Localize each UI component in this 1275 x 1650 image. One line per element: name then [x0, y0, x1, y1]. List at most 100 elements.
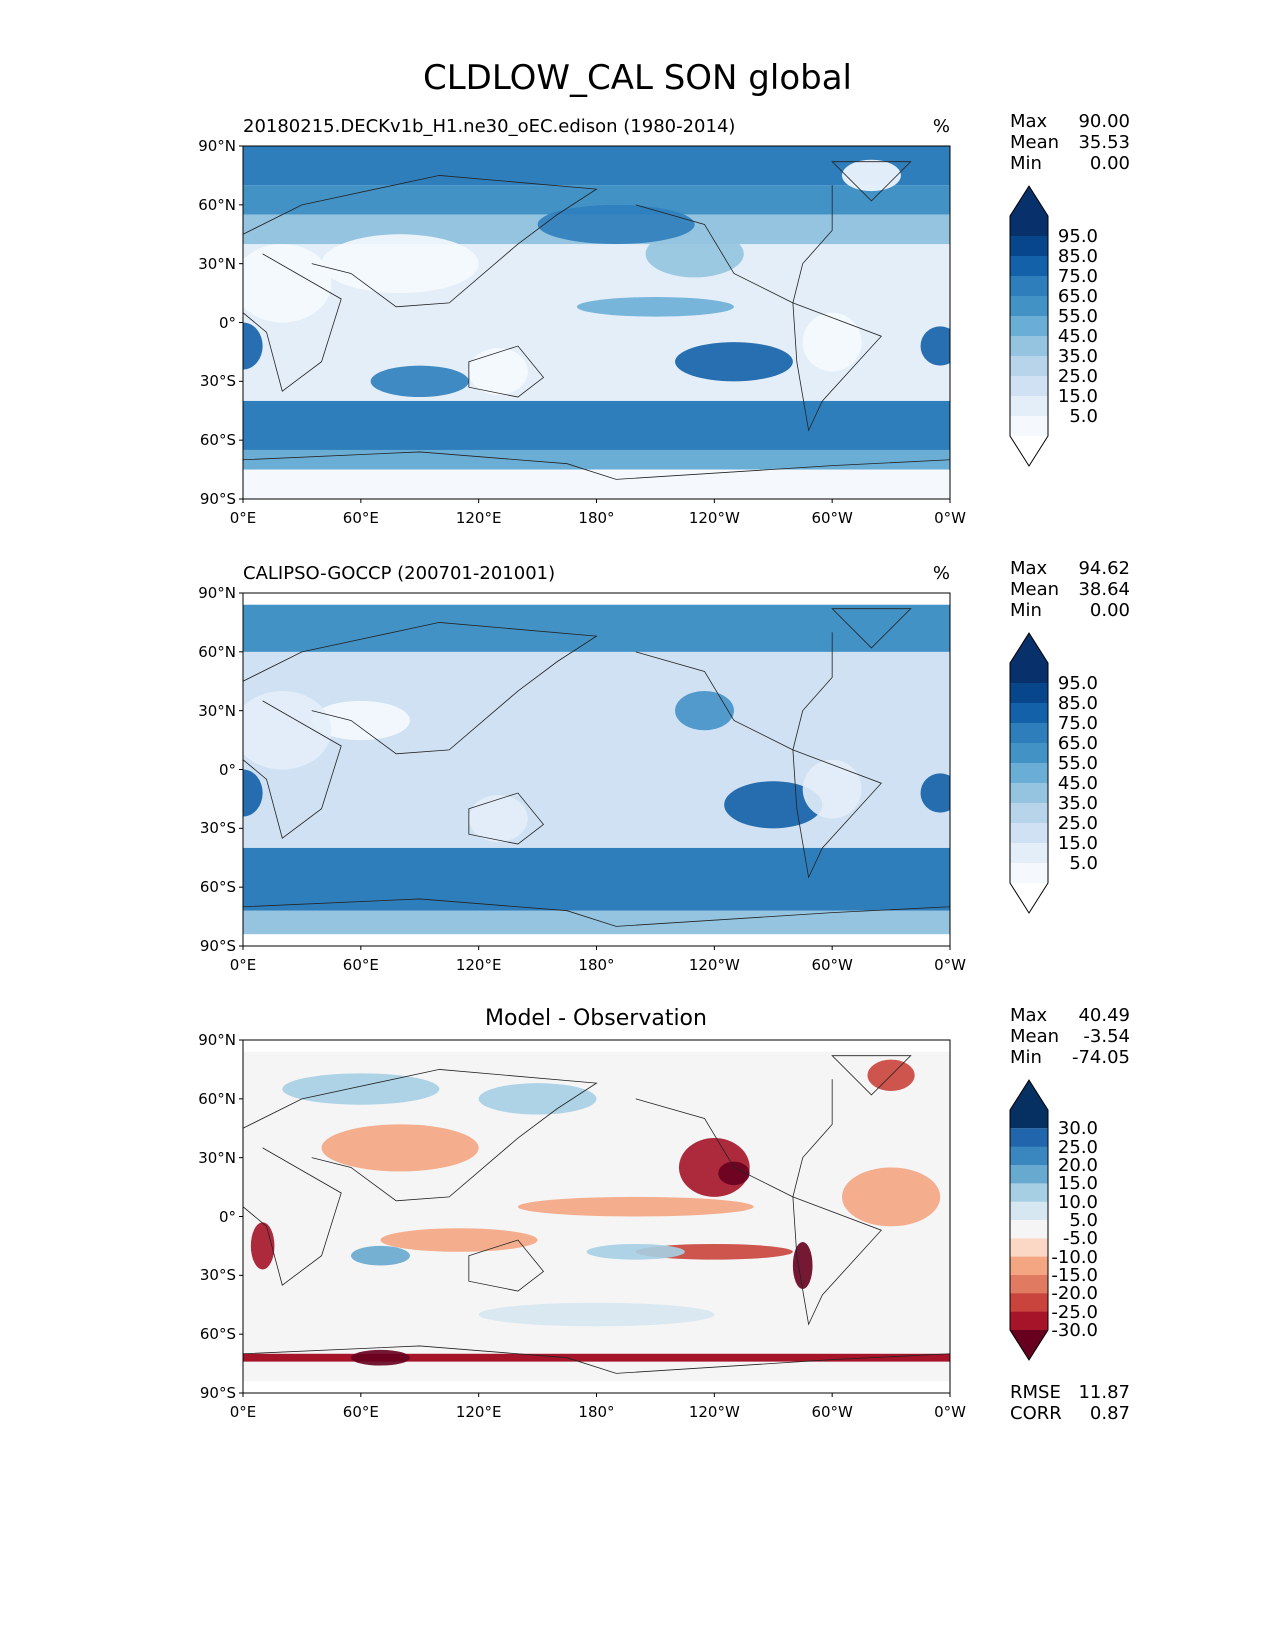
colorbar-tick-label: -15.0	[1051, 1265, 1098, 1286]
coastline	[635, 185, 833, 304]
colorbar-tick-label: 25.0	[1057, 366, 1098, 387]
lat-tick-label: 90°N	[198, 137, 236, 155]
colorbar-tick-label: 55.0	[1057, 753, 1098, 774]
lon-tick-label: 120°W	[688, 956, 740, 974]
colorbar-segment	[1010, 316, 1048, 337]
colorbar-tick-label: 75.0	[1057, 713, 1098, 734]
lat-tick-label: 90°S	[199, 1384, 236, 1402]
field-blob	[282, 1073, 440, 1105]
lon-tick-label: 120°E	[455, 509, 502, 527]
map-panel-3	[239, 1039, 1049, 1397]
rmse-label: RMSE	[1010, 1382, 1061, 1403]
panel-title: CALIPSO-GOCCP (200701-201001)	[243, 563, 556, 584]
corr-label: CORR	[1010, 1403, 1062, 1424]
lon-tick-label: 0°E	[229, 956, 257, 974]
lat-tick-label: 0°	[218, 760, 236, 779]
colorbar-extend-bottom	[1010, 436, 1048, 466]
colorbar-segment	[1010, 663, 1048, 683]
colorbar-segment	[1010, 783, 1048, 804]
field-blob	[468, 794, 528, 843]
lon-tick-label: 60°E	[342, 1403, 379, 1421]
stat-label: Min	[1010, 1047, 1042, 1068]
colorbar-tick-label: 95.0	[1057, 673, 1098, 694]
colorbar-segment	[1010, 1110, 1048, 1129]
colorbar-segment	[1010, 843, 1048, 864]
field-blob	[645, 230, 744, 278]
lon-tick-label: 120°W	[688, 1403, 740, 1421]
field-blob	[718, 1161, 750, 1186]
colorbar-segment	[1010, 1238, 1048, 1258]
field-band	[243, 604, 950, 652]
map-panel-1	[239, 145, 1049, 503]
lat-tick-label: 90°N	[198, 584, 236, 602]
colorbar-segment	[1010, 296, 1048, 317]
colorbar-segment	[1010, 1220, 1048, 1239]
map-panel-2	[239, 592, 1049, 950]
lon-tick-label: 180°	[578, 1403, 615, 1421]
lat-tick-label: 0°	[218, 313, 236, 332]
panel-title: 20180215.DECKv1b_H1.ne30_oEC.edison (198…	[243, 116, 736, 137]
colorbar-segment	[1010, 276, 1048, 297]
colorbar-tick-label: -5.0	[1062, 1228, 1098, 1250]
colorbar-segment	[1010, 1165, 1048, 1184]
colorbar-tick-label: 10.0	[1057, 1191, 1098, 1213]
map-field	[243, 146, 950, 499]
colorbar-segment	[1010, 256, 1048, 277]
lon-tick-label: 0°W	[934, 956, 966, 974]
colorbar-tick-label: 5.0	[1069, 1210, 1098, 1231]
colorbar-segment	[1010, 703, 1048, 724]
colorbar-extend-top	[1010, 633, 1048, 663]
colorbar-tick-label: -25.0	[1051, 1301, 1098, 1323]
lat-tick-label: 60°S	[199, 1325, 236, 1344]
coastline	[243, 1345, 950, 1374]
colorbar-tick-label: 75.0	[1057, 266, 1098, 287]
colorbar-tick-label: 85.0	[1057, 246, 1098, 267]
colorbar-tick-label: 45.0	[1057, 326, 1098, 347]
lat-tick-label: 30°S	[199, 1266, 236, 1285]
field-band	[243, 400, 950, 450]
colorbar-segment	[1010, 1293, 1048, 1313]
stat-value-mean: 38.64	[1078, 579, 1130, 600]
lat-tick-label: 60°S	[199, 431, 236, 450]
colorbar-segment	[1010, 863, 1048, 884]
lat-tick-label: 90°S	[199, 937, 236, 955]
coastline	[635, 1079, 833, 1198]
field-blob	[351, 1245, 410, 1266]
colorbar-segment	[1010, 1275, 1048, 1294]
stat-value-min: 0.00	[1089, 153, 1130, 174]
stat-label: Min	[1010, 600, 1042, 621]
colorbar-extend-bottom	[1010, 1330, 1048, 1360]
field-blob	[243, 691, 332, 770]
field-blob	[380, 1228, 538, 1252]
coastline	[243, 700, 342, 839]
colorbar-segment	[1010, 416, 1048, 437]
field-band	[243, 469, 950, 499]
colorbar-segment	[1010, 376, 1048, 397]
colorbar-segment	[1010, 1146, 1048, 1166]
field-blob	[920, 773, 950, 813]
field-band	[243, 847, 950, 911]
colorbar-tick-label: 5.0	[1069, 853, 1098, 874]
colorbar-segment	[1010, 336, 1048, 357]
coastline	[468, 792, 545, 845]
field-blob	[321, 234, 479, 294]
field-blob	[675, 691, 734, 731]
colorbar-2	[1009, 632, 1049, 914]
field-blob	[478, 1302, 715, 1327]
field-band	[243, 146, 950, 186]
colorbar-tick-label: 35.0	[1057, 793, 1098, 814]
lat-tick-label: 90°S	[199, 490, 236, 508]
colorbar-tick-label: 15.0	[1057, 833, 1098, 854]
field-band	[243, 910, 950, 935]
coastline	[243, 1069, 598, 1202]
colorbar-tick-label: 35.0	[1057, 346, 1098, 367]
colorbar-tick-label: 5.0	[1069, 406, 1098, 427]
colorbar-segment	[1010, 683, 1048, 704]
colorbar-segment	[1010, 1128, 1048, 1148]
colorbar-tick-label: 65.0	[1057, 286, 1098, 307]
coastline	[243, 622, 598, 755]
field-blob	[576, 297, 734, 317]
lat-tick-label: 90°N	[198, 1031, 236, 1049]
lon-tick-label: 120°E	[455, 1403, 502, 1421]
